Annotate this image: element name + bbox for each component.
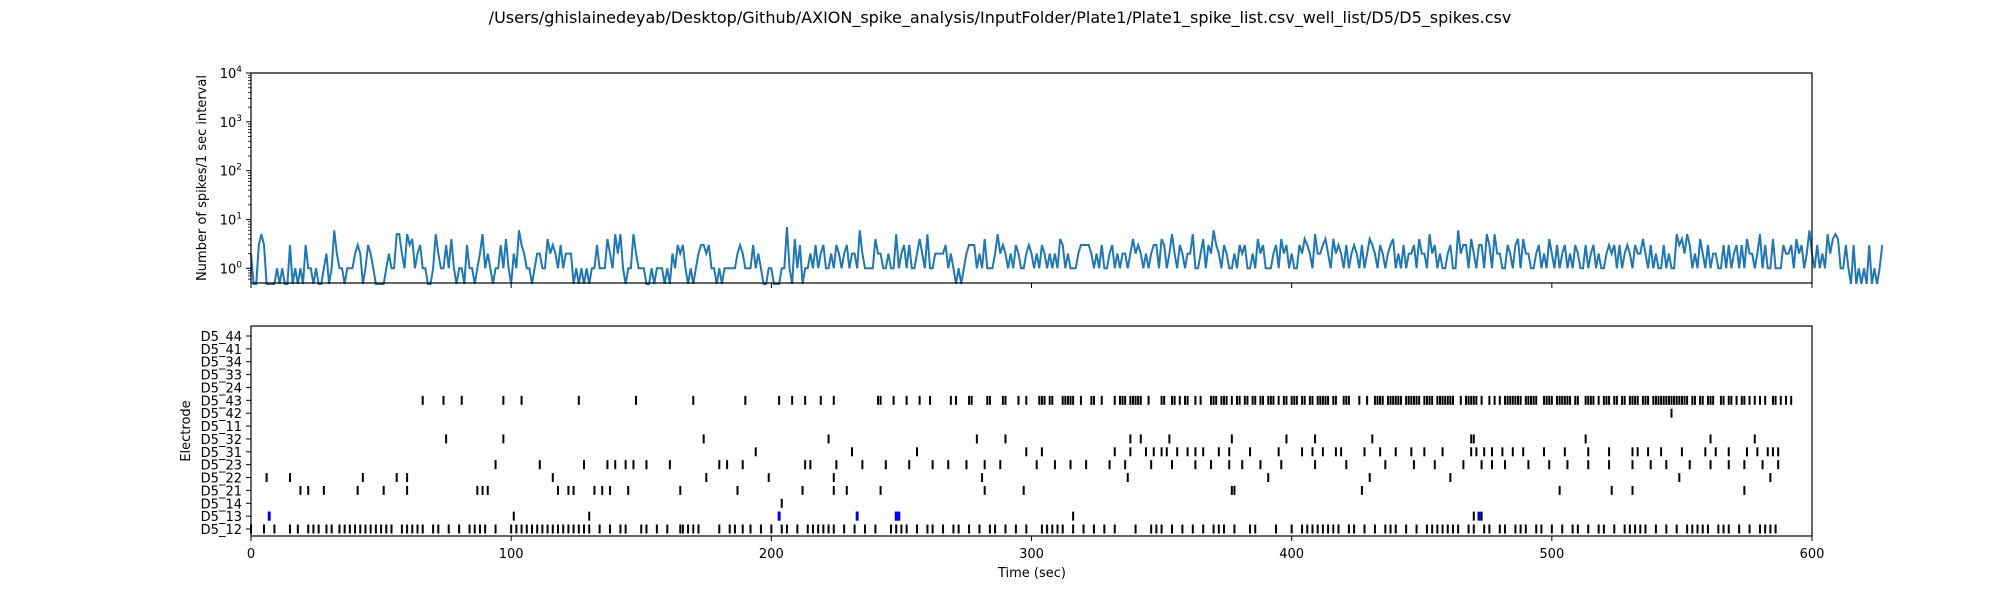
rate-y-tick-label: 101 bbox=[220, 211, 242, 228]
raster-plot-frame bbox=[250, 325, 1813, 537]
electrode-label: D5_24 bbox=[201, 381, 242, 396]
electrode-label: D5_21 bbox=[201, 484, 242, 499]
time-axis-label: Time (sec) bbox=[997, 566, 1066, 581]
raster-plot: D5_44D5_41D5_34D5_33D5_24D5_43D5_42D5_11… bbox=[179, 325, 1825, 581]
time-x-ticks: 0 100 200 300 400 500 600 bbox=[247, 536, 1825, 562]
electrode-label: D5_22 bbox=[201, 472, 242, 487]
electrode-label: D5_13 bbox=[201, 510, 242, 525]
rate-y-tick-label: 104 bbox=[220, 65, 243, 82]
rate-y-tick-label: 102 bbox=[220, 163, 242, 180]
electrode-labels: D5_44D5_41D5_34D5_33D5_24D5_43D5_42D5_11… bbox=[201, 330, 251, 538]
electrode-axis-label: Electrode bbox=[179, 400, 194, 461]
electrode-label: D5_32 bbox=[201, 433, 242, 448]
rate-y-tick-label: 103 bbox=[220, 114, 242, 131]
time-x-tick-label: 0 bbox=[247, 547, 255, 562]
spike-rate-plot: 100 101 102 103 104 Number of spikes/1 sec i… bbox=[195, 65, 1884, 288]
rate-x-ticks bbox=[250, 283, 1813, 288]
electrode-label: D5_14 bbox=[201, 497, 242, 512]
electrode-label: D5_12 bbox=[201, 523, 242, 538]
time-x-tick-label: 500 bbox=[1539, 547, 1564, 562]
electrode-label: D5_41 bbox=[201, 343, 242, 358]
time-x-tick-label: 600 bbox=[1800, 547, 1825, 562]
rate-y-ticks: 100 101 102 103 104 bbox=[220, 65, 251, 280]
time-x-tick-label: 100 bbox=[499, 547, 524, 562]
figure-title: /Users/ghislainedeyab/Desktop/Github/AXI… bbox=[489, 8, 1512, 28]
rate-y-axis-label: Number of spikes/1 sec interval bbox=[195, 75, 210, 281]
electrode-label: D5_34 bbox=[201, 356, 242, 371]
electrode-label: D5_33 bbox=[201, 369, 242, 384]
time-x-tick-label: 200 bbox=[759, 547, 784, 562]
electrode-label: D5_11 bbox=[201, 420, 242, 435]
electrode-label: D5_23 bbox=[201, 459, 242, 474]
electrode-label: D5_43 bbox=[201, 394, 242, 409]
electrode-label: D5_42 bbox=[201, 407, 242, 422]
rate-y-tick-label: 100 bbox=[220, 260, 243, 277]
spike-rate-line bbox=[250, 226, 1884, 285]
rate-plot-frame bbox=[250, 72, 1813, 284]
time-x-tick-label: 400 bbox=[1279, 547, 1304, 562]
electrode-label: D5_31 bbox=[201, 446, 242, 461]
electrode-label: D5_44 bbox=[201, 330, 242, 345]
spike-marks bbox=[250, 395, 1793, 534]
time-x-tick-label: 300 bbox=[1019, 547, 1044, 562]
